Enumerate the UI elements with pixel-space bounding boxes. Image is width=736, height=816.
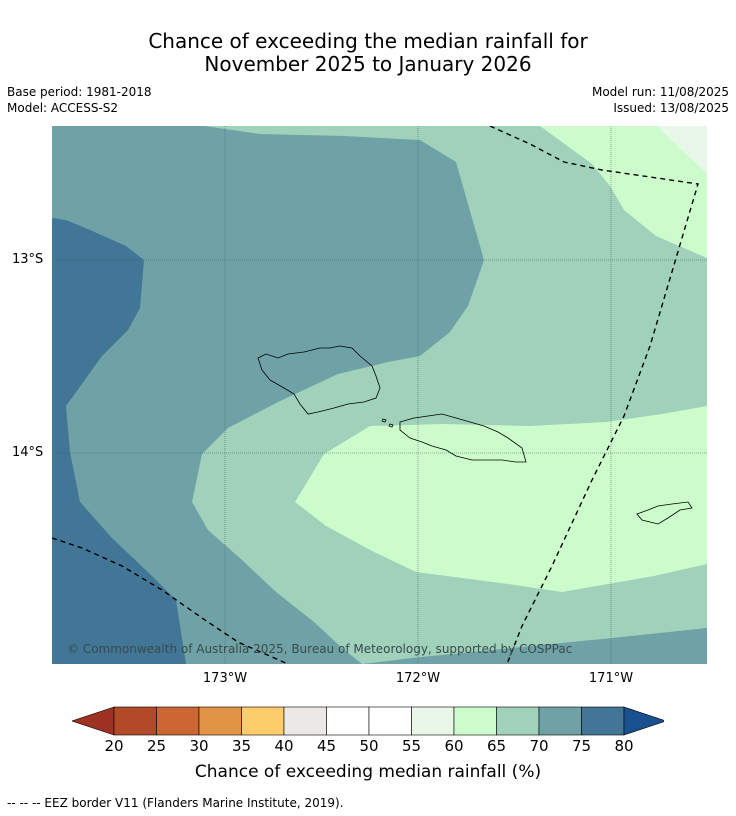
zone-60-65 bbox=[295, 406, 707, 592]
colorbar-cell bbox=[581, 706, 625, 736]
colorbar-tick-label: 20 bbox=[104, 737, 124, 755]
lat-label-14s: 14°S bbox=[12, 445, 44, 460]
meta-left: Base period: 1981-2018 Model: ACCESS-S2 bbox=[7, 84, 152, 116]
colorbar-extend-low bbox=[72, 706, 115, 736]
rainfall-map bbox=[52, 126, 707, 664]
colorbar-tick-label: 25 bbox=[146, 737, 167, 755]
colorbar-cell bbox=[368, 706, 412, 736]
base-period: Base period: 1981-2018 bbox=[7, 85, 152, 99]
lat-label-13s: 13°S bbox=[12, 252, 44, 267]
map-title: Chance of exceeding the median rainfall … bbox=[0, 30, 736, 76]
colorbar-cell bbox=[411, 706, 455, 736]
copyright-notice: © Commonwealth of Australia 2025, Bureau… bbox=[67, 642, 573, 656]
colorbar-cell bbox=[453, 706, 497, 736]
colorbar-tick-label: 40 bbox=[274, 737, 294, 755]
eez-border bbox=[52, 126, 699, 664]
zone-55-60 bbox=[657, 126, 707, 174]
eez-footnote: -- -- -- EEZ border V11 (Flanders Marine… bbox=[7, 796, 344, 810]
colorbar-tick-label: 30 bbox=[189, 737, 209, 755]
colorbar-tick-label: 35 bbox=[231, 737, 252, 755]
tutuila-island bbox=[636, 501, 693, 525]
zone-60-65-ne bbox=[540, 126, 707, 258]
zone-75-80 bbox=[52, 218, 186, 664]
colorbar-tick-label: 75 bbox=[571, 737, 592, 755]
issued-date: Issued: 13/08/2025 bbox=[613, 101, 729, 115]
colorbar-tick-label: 50 bbox=[359, 737, 379, 755]
manono-island bbox=[381, 418, 387, 423]
colorbar-tick-label: 80 bbox=[614, 737, 634, 755]
model-name: Model: ACCESS-S2 bbox=[7, 101, 119, 115]
colorbar-cell bbox=[113, 706, 157, 736]
savaii-island bbox=[257, 345, 381, 415]
colorbar-tick-label: 70 bbox=[529, 737, 549, 755]
islands bbox=[257, 345, 693, 525]
apolima-island bbox=[388, 423, 394, 428]
colorbar-cell bbox=[198, 706, 242, 736]
colorbar-cell bbox=[156, 706, 200, 736]
lon-label-171w: 171°W bbox=[588, 671, 634, 686]
colorbar-cell bbox=[241, 706, 285, 736]
colorbar-tick-label: 60 bbox=[444, 737, 464, 755]
colorbar-cell bbox=[326, 706, 370, 736]
model-run: Model run: 11/08/2025 bbox=[591, 85, 729, 99]
colorbar-cell bbox=[283, 706, 327, 736]
title-line-1: Chance of exceeding the median rainfall … bbox=[148, 29, 588, 53]
colorbar-label: Chance of exceeding median rainfall (%) bbox=[194, 762, 542, 782]
upolu-island bbox=[399, 413, 527, 463]
lon-label-173w: 173°W bbox=[202, 671, 248, 686]
lon-label-172w: 172°W bbox=[395, 671, 441, 686]
graticule bbox=[52, 126, 707, 664]
colorbar bbox=[72, 706, 664, 736]
colorbar-tick-label: 55 bbox=[401, 737, 422, 755]
colorbar-tick-label: 65 bbox=[486, 737, 507, 755]
title-line-2: November 2025 to January 2026 bbox=[204, 52, 532, 76]
colorbar-tick-label: 45 bbox=[316, 737, 337, 755]
colorbar-cell bbox=[538, 706, 582, 736]
colorbar-cells bbox=[72, 706, 664, 736]
colorbar-cell bbox=[496, 706, 540, 736]
colorbar-extend-high bbox=[623, 706, 664, 736]
meta-right: Model run: 11/08/2025 Issued: 13/08/2025 bbox=[592, 84, 729, 116]
